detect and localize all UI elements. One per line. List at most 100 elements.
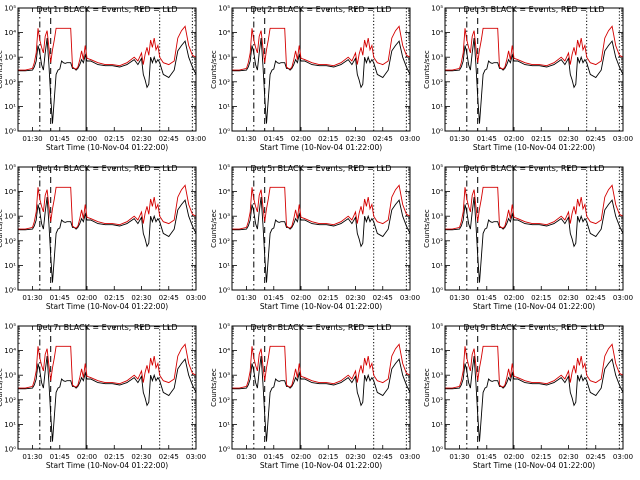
- detector-panel: 10⁰ 10¹ 10² 10³ 10⁴ 10⁵ 01:30 01:45 02:00 02:15 02…: [210, 5, 420, 153]
- x-tick-label: 01:30: [22, 453, 42, 461]
- x-tick-label: 02:30: [558, 294, 578, 302]
- x-tick-label: 02:00: [77, 453, 97, 461]
- x-tick-label: 03:00: [613, 135, 633, 143]
- x-tick-label: 02:30: [131, 294, 151, 302]
- panel-title: Det 6: BLACK = Events, RED = LLD: [464, 164, 605, 173]
- x-tick-label: 02:00: [291, 453, 311, 461]
- y-axis-label: Counts/sec: [210, 50, 218, 89]
- x-tick-label: 02:15: [531, 135, 551, 143]
- y-tick-label: 10⁴: [431, 347, 443, 355]
- x-tick-label: 03:00: [400, 453, 420, 461]
- y-axis-label: Counts/sec: [423, 50, 431, 89]
- lld-series-line: [18, 184, 197, 230]
- y-axis-label: Counts/sec: [423, 368, 431, 407]
- lld-series-line: [18, 25, 197, 71]
- x-tick-label: 01:45: [50, 294, 70, 302]
- y-tick-label: 10³: [218, 213, 230, 221]
- x-tick-label: 01:30: [22, 294, 42, 302]
- x-tick-label: 02:15: [104, 294, 124, 302]
- detector-panel: 10⁰ 10¹ 10² 10³ 10⁴ 10⁵ 01:30 01:45 02:00 02:15 02…: [423, 323, 633, 471]
- x-tick-label: 01:30: [449, 453, 469, 461]
- events-series-line: [232, 356, 411, 442]
- x-tick-label: 02:30: [558, 453, 578, 461]
- x-axis-label: Start Time (10-Nov-04 01:22:00): [473, 143, 595, 152]
- y-tick-label: 10²: [431, 237, 443, 245]
- detector-panel: 10⁰ 10¹ 10² 10³ 10⁴ 10⁵ 01:30 01:45 02:00 02:15 02…: [423, 5, 633, 153]
- y-tick-label: 10³: [218, 54, 230, 62]
- y-tick-label: 10⁴: [431, 188, 443, 196]
- x-axis-label: Start Time (10-Nov-04 01:22:00): [473, 302, 595, 311]
- plot-frame: [231, 166, 411, 291]
- x-tick-label: 01:45: [264, 135, 284, 143]
- x-axis-label: Start Time (10-Nov-04 01:22:00): [46, 143, 168, 152]
- y-tick-label: 10¹: [4, 103, 16, 111]
- y-tick-label: 10⁴: [218, 188, 230, 196]
- plot-frame: [444, 7, 624, 132]
- lld-series-line: [445, 184, 624, 230]
- x-tick-label: 02:15: [531, 453, 551, 461]
- x-tick-label: 03:00: [186, 135, 206, 143]
- x-tick-label: 01:45: [50, 453, 70, 461]
- x-tick-label: 02:15: [104, 135, 124, 143]
- x-tick-label: 02:45: [159, 294, 179, 302]
- y-tick-label: 10¹: [4, 262, 16, 270]
- events-series-line: [445, 38, 624, 124]
- detector-panel: 10⁰ 10¹ 10² 10³ 10⁴ 10⁵ 01:30 01:45 02:00 02:15 02…: [423, 164, 633, 312]
- y-tick-label: 10⁴: [4, 188, 16, 196]
- y-tick-label: 10⁴: [218, 347, 230, 355]
- x-tick-label: 02:45: [586, 453, 606, 461]
- x-tick-label: 01:45: [477, 135, 497, 143]
- panel-title: Det 8: BLACK = Events, RED = LLD: [251, 323, 392, 332]
- y-tick-label: 10³: [4, 54, 16, 62]
- panel-title: Det 5: BLACK = Events, RED = LLD: [251, 164, 392, 173]
- x-tick-label: 02:00: [291, 135, 311, 143]
- x-tick-label: 02:15: [531, 294, 551, 302]
- plot-frame: [444, 166, 624, 291]
- y-axis-label: Counts/sec: [210, 368, 218, 407]
- y-tick-label: 10¹: [218, 262, 230, 270]
- y-tick-label: 10⁰: [431, 128, 443, 136]
- y-tick-label: 10⁵: [218, 323, 230, 331]
- events-series-line: [445, 197, 624, 283]
- events-series-line: [18, 197, 197, 283]
- events-series-line: [232, 197, 411, 283]
- y-axis-label: Counts/sec: [423, 209, 431, 248]
- x-tick-label: 02:15: [318, 294, 338, 302]
- x-tick-label: 02:30: [345, 294, 365, 302]
- x-tick-label: 03:00: [613, 453, 633, 461]
- events-series-line: [445, 356, 624, 442]
- detector-panel: 10⁰ 10¹ 10² 10³ 10⁴ 10⁵ 01:30 01:45 02:00 02:15 02…: [0, 5, 206, 153]
- y-tick-label: 10³: [431, 372, 443, 380]
- y-axis-label: Counts/sec: [210, 209, 218, 248]
- y-tick-label: 10²: [218, 78, 230, 86]
- y-axis-label: Counts/sec: [0, 368, 4, 407]
- lld-series-line: [232, 25, 411, 71]
- y-tick-label: 10¹: [431, 421, 443, 429]
- y-tick-label: 10⁵: [431, 323, 443, 331]
- x-tick-label: 02:15: [318, 135, 338, 143]
- x-axis-label: Start Time (10-Nov-04 01:22:00): [473, 461, 595, 470]
- detector-panel: 10⁰ 10¹ 10² 10³ 10⁴ 10⁵ 01:30 01:45 02:00 02:15 02…: [0, 323, 206, 471]
- x-tick-label: 02:30: [558, 135, 578, 143]
- x-tick-label: 01:30: [22, 135, 42, 143]
- y-tick-label: 10⁰: [218, 128, 230, 136]
- panel-title: Det 4: BLACK = Events, RED = LLD: [37, 164, 178, 173]
- y-tick-label: 10⁰: [431, 287, 443, 295]
- x-tick-label: 03:00: [400, 294, 420, 302]
- panel-title: Det 9: BLACK = Events, RED = LLD: [464, 323, 605, 332]
- y-tick-label: 10²: [431, 396, 443, 404]
- lld-series-line: [232, 343, 411, 389]
- x-tick-label: 02:45: [373, 135, 393, 143]
- x-tick-label: 01:45: [50, 135, 70, 143]
- y-tick-label: 10³: [4, 372, 16, 380]
- x-tick-label: 02:15: [318, 453, 338, 461]
- events-series-line: [18, 38, 197, 124]
- y-tick-label: 10⁴: [218, 29, 230, 37]
- y-tick-label: 10¹: [431, 103, 443, 111]
- lld-series-line: [445, 343, 624, 389]
- x-axis-label: Start Time (10-Nov-04 01:22:00): [260, 143, 382, 152]
- lld-series-line: [232, 184, 411, 230]
- panel-title: Det 3: BLACK = Events, RED = LLD: [464, 5, 605, 14]
- x-tick-label: 02:00: [77, 294, 97, 302]
